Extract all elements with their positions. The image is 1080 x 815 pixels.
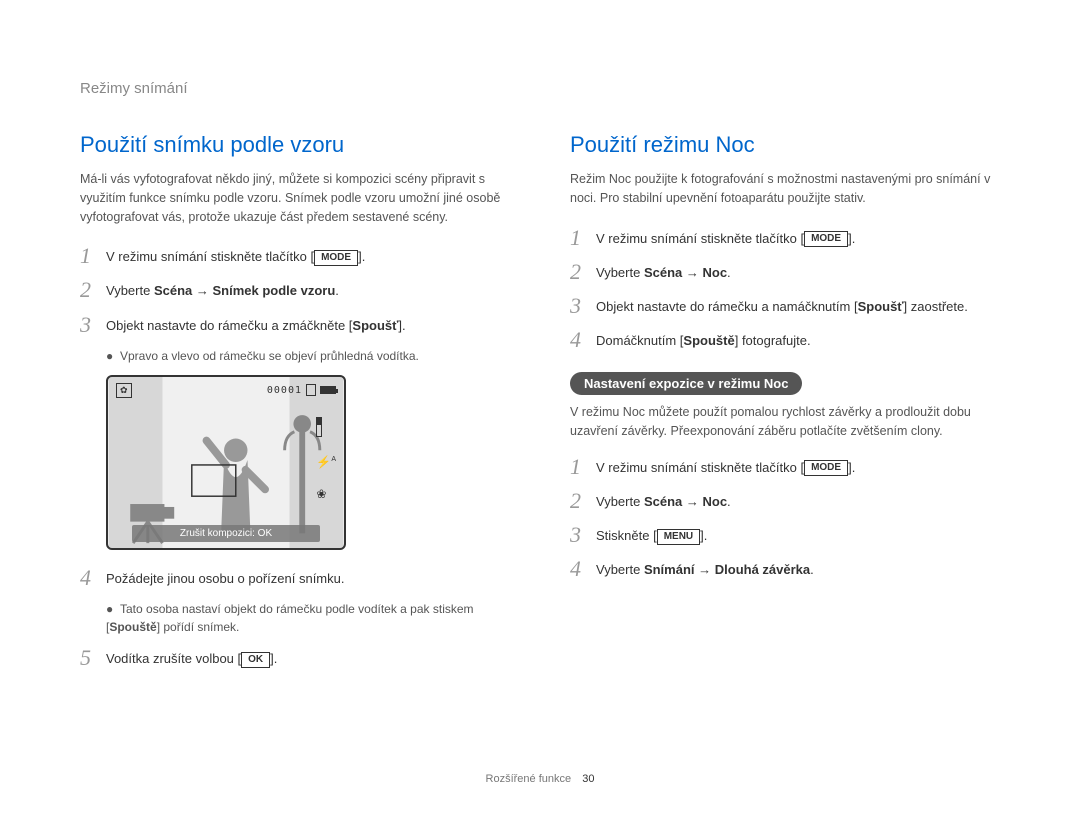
step-text: ]. — [270, 651, 277, 666]
step-text: . — [727, 265, 731, 280]
step-text-bold: Noc — [702, 265, 727, 280]
step-text: Objekt nastavte do rámečku a zmáčkněte [ — [106, 318, 352, 333]
step-number: 3 — [570, 294, 596, 318]
step-number: 4 — [570, 328, 596, 352]
mode-button-label: MODE — [804, 231, 848, 247]
camera-screenshot: ✿ 00001 ⚡A ❀ Zrušit kompozici: OK — [106, 375, 346, 550]
right2-step-1: 1 V režimu snímání stiskněte tlačítko [M… — [570, 455, 1000, 479]
right-title: Použití režimu Noc — [570, 132, 1000, 158]
step-number: 2 — [570, 260, 596, 284]
arrow: → — [682, 494, 702, 509]
left-step-3: 3 Objekt nastavte do rámečku a zmáčkněte… — [80, 313, 510, 337]
step-text: . — [727, 494, 731, 509]
right2-step-2: 2 Vyberte Scéna → Noc. — [570, 489, 1000, 513]
step-text: ]. — [848, 231, 855, 246]
step-text: Vyberte — [596, 562, 644, 577]
step-text: ] fotografujte. — [735, 333, 811, 348]
step-text: ]. — [848, 460, 855, 475]
step-text-bold: Spoušť — [858, 299, 904, 314]
right-step-2: 2 Vyberte Scéna → Noc. — [570, 260, 1000, 284]
screenshot-caption: Zrušit kompozici: OK — [132, 525, 321, 542]
menu-button-label: MENU — [657, 529, 700, 545]
step-text: Požádejte jinou osobu o pořízení snímku. — [106, 571, 344, 586]
step-text-bold: Spouště — [683, 333, 734, 348]
right-step-3: 3 Objekt nastavte do rámečku a namáčknut… — [570, 294, 1000, 318]
flash-icon: ⚡A — [316, 455, 336, 469]
right-column: Použití režimu Noc Režim Noc použijte k … — [570, 132, 1000, 680]
step-text: V režimu snímání stiskněte tlačítko [ — [596, 231, 804, 246]
arrow: → — [192, 283, 212, 298]
step-number: 5 — [80, 646, 106, 670]
page-footer: Rozšířené funkce 30 — [0, 773, 1080, 785]
step-text-bold: Dlouhá závěrka — [715, 562, 810, 577]
right2-step-4: 4 Vyberte Snímání → Dlouhá závěrka. — [570, 557, 1000, 581]
camera-mode-icon: ✿ — [116, 383, 132, 398]
card-icon — [306, 384, 316, 396]
step-text-bold: Noc — [702, 494, 727, 509]
right-step-4: 4 Domáčknutím [Spouště] fotografujte. — [570, 328, 1000, 352]
step-text: Vyberte — [596, 494, 644, 509]
step-text: V režimu snímání stiskněte tlačítko [ — [106, 249, 314, 264]
step-text: Objekt nastavte do rámečku a namáčknutím… — [596, 299, 858, 314]
step-text: Stiskněte [ — [596, 528, 657, 543]
step-text: Vodítka zrušíte volbou [ — [106, 651, 241, 666]
left-intro: Má-li vás vyfotografovat někdo jiný, můž… — [80, 170, 510, 226]
step-text: Domáčknutím [ — [596, 333, 683, 348]
step-number: 3 — [570, 523, 596, 547]
sub-text-bold: Spouště — [109, 620, 156, 634]
page-number: 30 — [582, 773, 594, 785]
step-text: . — [335, 283, 339, 298]
left-step-4-sub: ●Tato osoba nastaví objekt do rámečku po… — [106, 600, 510, 636]
ok-button-label: OK — [241, 652, 270, 668]
step-number: 1 — [570, 226, 596, 250]
macro-icon: ❀ — [316, 487, 336, 501]
left-step-1: 1 V režimu snímání stiskněte tlačítko [M… — [80, 244, 510, 268]
step-number: 4 — [80, 566, 106, 590]
step-number: 2 — [570, 489, 596, 513]
step-number: 4 — [570, 557, 596, 581]
left-step-3-sub: ●Vpravo a vlevo od rámečku se objeví prů… — [106, 347, 510, 365]
sub-text: Vpravo a vlevo od rámečku se objeví průh… — [120, 349, 419, 363]
left-step-2: 2 Vyberte Scéna → Snímek podle vzoru. — [80, 278, 510, 302]
sub-text: ] pořídí snímek. — [157, 620, 240, 634]
arrow: → — [695, 562, 715, 577]
step-number: 1 — [80, 244, 106, 268]
step-text: ]. — [700, 528, 707, 543]
scene-illustration — [108, 377, 344, 548]
step-text-bold: Scéna — [644, 265, 682, 280]
step-text: ] zaostřete. — [904, 299, 968, 314]
step-text: Vyberte — [106, 283, 154, 298]
mode-button-label: MODE — [804, 460, 848, 476]
step-text: . — [810, 562, 814, 577]
exposure-pill: Nastavení expozice v režimu Noc — [570, 372, 802, 395]
step-text-bold: Scéna — [644, 494, 682, 509]
arrow: → — [682, 265, 702, 280]
right-step-1: 1 V režimu snímání stiskněte tlačítko [M… — [570, 226, 1000, 250]
pill-sub: V režimu Noc můžete použít pomalou rychl… — [570, 403, 1000, 441]
step-text: Vyberte — [596, 265, 644, 280]
step-number: 2 — [80, 278, 106, 302]
left-title: Použití snímku podle vzoru — [80, 132, 510, 158]
right-intro: Režim Noc použijte k fotografování s mož… — [570, 170, 1000, 208]
battery-icon — [320, 386, 336, 394]
left-step-4: 4 Požádejte jinou osobu o pořízení snímk… — [80, 566, 510, 590]
step-text: V režimu snímání stiskněte tlačítko [ — [596, 460, 804, 475]
left-step-5: 5 Vodítka zrušíte volbou [OK]. — [80, 646, 510, 670]
footer-section: Rozšířené funkce — [486, 773, 572, 785]
step-text-bold: Snímek podle vzoru — [212, 283, 335, 298]
step-number: 3 — [80, 313, 106, 337]
step-text-bold: Spoušť — [352, 318, 398, 333]
page-header: Režimy snímání — [80, 80, 1000, 97]
step-number: 1 — [570, 455, 596, 479]
step-text: ]. — [358, 249, 365, 264]
zoom-icon — [316, 417, 322, 437]
mode-button-label: MODE — [314, 250, 358, 266]
right2-step-3: 3 Stiskněte [MENU]. — [570, 523, 1000, 547]
counter: 00001 — [267, 385, 302, 396]
step-text-bold: Scéna — [154, 283, 192, 298]
step-text: ]. — [398, 318, 405, 333]
left-column: Použití snímku podle vzoru Má-li vás vyf… — [80, 132, 510, 680]
step-text-bold: Snímání — [644, 562, 695, 577]
